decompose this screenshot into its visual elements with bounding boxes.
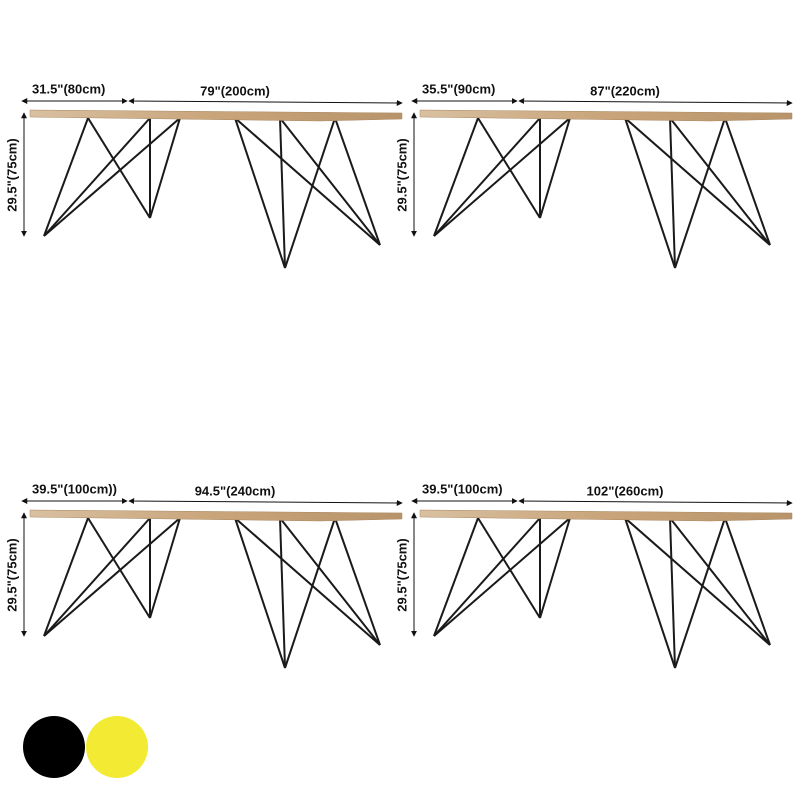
table-leg bbox=[234, 117, 381, 246]
table-leg bbox=[624, 517, 771, 646]
table-leg bbox=[669, 117, 676, 269]
length-arrow bbox=[128, 498, 403, 506]
table-leg bbox=[43, 517, 151, 637]
color-swatch-yellow[interactable] bbox=[86, 716, 148, 778]
table-leg bbox=[234, 117, 286, 269]
height-label: 29.5"(75cm) bbox=[4, 138, 19, 211]
length-arrow bbox=[128, 98, 403, 106]
table-leg bbox=[433, 517, 541, 637]
color-swatch-black[interactable] bbox=[23, 716, 85, 778]
table-leg bbox=[669, 117, 771, 246]
table-leg bbox=[433, 117, 571, 237]
length-label: 87"(220cm) bbox=[590, 83, 660, 98]
table-leg bbox=[539, 117, 571, 219]
table-leg bbox=[724, 117, 771, 246]
depth-label: 39.5"(100cm) bbox=[422, 481, 503, 496]
table-leg bbox=[43, 117, 151, 237]
table-leg bbox=[624, 517, 676, 669]
table-leg bbox=[279, 117, 381, 246]
table-leg bbox=[539, 517, 571, 619]
table-leg bbox=[284, 517, 336, 669]
table-top bbox=[419, 109, 793, 122]
table-leg bbox=[43, 117, 89, 237]
table-leg bbox=[284, 117, 336, 269]
table-leg bbox=[433, 517, 479, 637]
table-top bbox=[29, 509, 403, 522]
length-label: 79"(200cm) bbox=[200, 83, 270, 98]
height-label: 29.5"(75cm) bbox=[394, 538, 409, 611]
table-leg bbox=[279, 117, 286, 269]
table-leg bbox=[477, 517, 541, 619]
table-leg bbox=[477, 117, 541, 219]
table-leg bbox=[669, 517, 771, 646]
table-leg bbox=[334, 517, 381, 646]
table-panel: 31.5"(80cm) 79"(200cm) 29.5"(75cm) bbox=[4, 81, 403, 269]
length-label: 94.5"(240cm) bbox=[195, 483, 276, 498]
table-leg bbox=[624, 117, 676, 269]
table-leg bbox=[87, 117, 151, 219]
table-leg bbox=[43, 517, 89, 637]
table-leg bbox=[234, 517, 381, 646]
depth-label: 31.5"(80cm) bbox=[32, 81, 105, 96]
table-leg bbox=[279, 517, 286, 669]
table-leg bbox=[334, 117, 381, 246]
table-leg bbox=[433, 117, 541, 237]
height-label: 29.5"(75cm) bbox=[394, 138, 409, 211]
table-leg bbox=[149, 117, 181, 219]
table-leg bbox=[149, 517, 181, 619]
length-label: 102"(260cm) bbox=[587, 483, 664, 498]
length-arrow bbox=[518, 98, 793, 106]
table-leg bbox=[433, 117, 479, 237]
table-leg bbox=[234, 517, 286, 669]
table-leg bbox=[43, 517, 181, 637]
table-top bbox=[419, 509, 793, 522]
table-top bbox=[29, 109, 403, 122]
table-panel: 39.5"(100cm)) 94.5"(240cm) 29.5"(75cm) bbox=[4, 481, 403, 669]
table-leg bbox=[674, 517, 726, 669]
table-leg bbox=[87, 517, 151, 619]
depth-label: 35.5"(90cm) bbox=[422, 81, 495, 96]
table-leg bbox=[279, 517, 381, 646]
height-label: 29.5"(75cm) bbox=[4, 538, 19, 611]
table-panel: 39.5"(100cm) 102"(260cm) 29.5"(75cm) bbox=[394, 481, 793, 669]
table-leg bbox=[433, 517, 571, 637]
table-leg bbox=[624, 117, 771, 246]
table-leg bbox=[674, 117, 726, 269]
panels: 31.5"(80cm) 79"(200cm)29.5"(75cm)35.5"(90… bbox=[4, 81, 793, 669]
table-leg bbox=[724, 517, 771, 646]
table-leg bbox=[43, 117, 181, 237]
table-panel: 35.5"(90cm) 87"(220cm) 29.5"(75cm) bbox=[394, 81, 793, 269]
length-arrow bbox=[518, 498, 793, 506]
depth-label: 39.5"(100cm)) bbox=[32, 481, 117, 496]
table-leg bbox=[669, 517, 676, 669]
